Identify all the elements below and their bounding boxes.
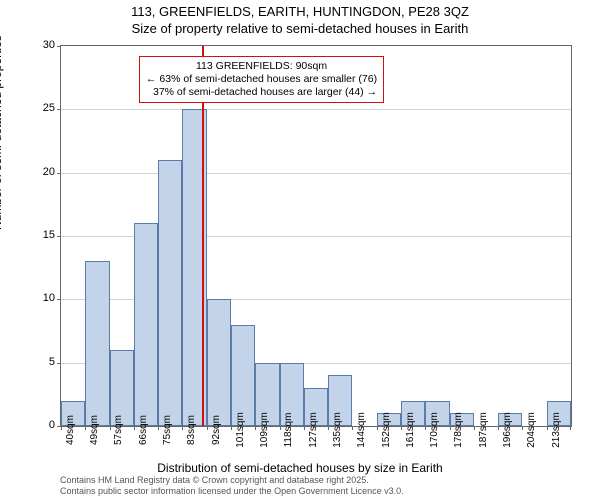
- annotation-line: ← 63% of semi-detached houses are smalle…: [146, 73, 377, 86]
- xtick-label: 213sqm: [551, 412, 562, 448]
- xtick-label: 196sqm: [502, 412, 513, 448]
- xtick: [474, 426, 475, 430]
- ytick-label: 30: [43, 39, 55, 51]
- y-axis-label: Number of semi-detached properties: [0, 35, 4, 230]
- histogram-bar: [207, 299, 231, 426]
- xtick: [280, 426, 281, 430]
- xtick-label: 92sqm: [211, 415, 222, 445]
- xtick: [231, 426, 232, 430]
- xtick-label: 66sqm: [138, 415, 149, 445]
- annotation-box: 113 GREENFIELDS: 90sqm← 63% of semi-deta…: [139, 56, 384, 103]
- xtick-label: 170sqm: [429, 412, 440, 448]
- xtick: [401, 426, 402, 430]
- xtick: [425, 426, 426, 430]
- xtick-label: 161sqm: [405, 412, 416, 448]
- xtick-label: 127sqm: [308, 412, 319, 448]
- xtick-label: 204sqm: [526, 412, 537, 448]
- xtick: [570, 426, 571, 430]
- xtick-label: 57sqm: [113, 415, 124, 445]
- annotation-line: 37% of semi-detached houses are larger (…: [146, 86, 377, 99]
- xtick-label: 178sqm: [453, 412, 464, 448]
- histogram-bar: [134, 223, 158, 426]
- xtick-label: 109sqm: [259, 412, 270, 448]
- footer-attribution: Contains HM Land Registry data © Crown c…: [60, 475, 404, 497]
- histogram-bar: [85, 261, 109, 426]
- xtick-label: 144sqm: [356, 412, 367, 448]
- ytick: [57, 173, 61, 174]
- xtick-label: 75sqm: [162, 415, 173, 445]
- x-axis-label: Distribution of semi-detached houses by …: [0, 461, 600, 475]
- footer-line1: Contains HM Land Registry data © Crown c…: [60, 475, 404, 486]
- xtick-label: 40sqm: [65, 415, 76, 445]
- chart-title-line1: 113, GREENFIELDS, EARITH, HUNTINGDON, PE…: [0, 4, 600, 19]
- ytick: [57, 299, 61, 300]
- ytick-label: 5: [49, 356, 55, 368]
- ytick-label: 10: [43, 292, 55, 304]
- ytick: [57, 109, 61, 110]
- xtick-label: 152sqm: [381, 412, 392, 448]
- histogram-bar: [231, 325, 255, 426]
- annotation-line: 113 GREENFIELDS: 90sqm: [146, 60, 377, 73]
- ytick-label: 0: [49, 419, 55, 431]
- xtick: [158, 426, 159, 430]
- ytick-label: 25: [43, 102, 55, 114]
- xtick-label: 187sqm: [478, 412, 489, 448]
- xtick-label: 135sqm: [332, 412, 343, 448]
- xtick: [134, 426, 135, 430]
- chart-plot-area: 113 GREENFIELDS: 90sqm← 63% of semi-deta…: [60, 45, 572, 427]
- xtick: [328, 426, 329, 430]
- xtick-label: 49sqm: [89, 415, 100, 445]
- xtick: [85, 426, 86, 430]
- xtick: [352, 426, 353, 430]
- xtick: [182, 426, 183, 430]
- chart-title-line2: Size of property relative to semi-detach…: [0, 21, 600, 36]
- footer-line2: Contains public sector information licen…: [60, 486, 404, 497]
- xtick: [547, 426, 548, 430]
- xtick: [304, 426, 305, 430]
- xtick: [61, 426, 62, 430]
- xtick: [255, 426, 256, 430]
- xtick: [110, 426, 111, 430]
- xtick: [377, 426, 378, 430]
- ytick: [57, 236, 61, 237]
- xtick: [450, 426, 451, 430]
- xtick-label: 101sqm: [235, 412, 246, 448]
- xtick: [522, 426, 523, 430]
- ytick: [57, 46, 61, 47]
- xtick-label: 118sqm: [283, 413, 294, 448]
- xtick: [498, 426, 499, 430]
- grid-line: [61, 173, 571, 174]
- xtick-label: 83sqm: [186, 415, 197, 445]
- histogram-bar: [158, 160, 182, 426]
- ytick-label: 15: [43, 229, 55, 241]
- ytick: [57, 363, 61, 364]
- ytick-label: 20: [43, 166, 55, 178]
- grid-line: [61, 109, 571, 110]
- xtick: [207, 426, 208, 430]
